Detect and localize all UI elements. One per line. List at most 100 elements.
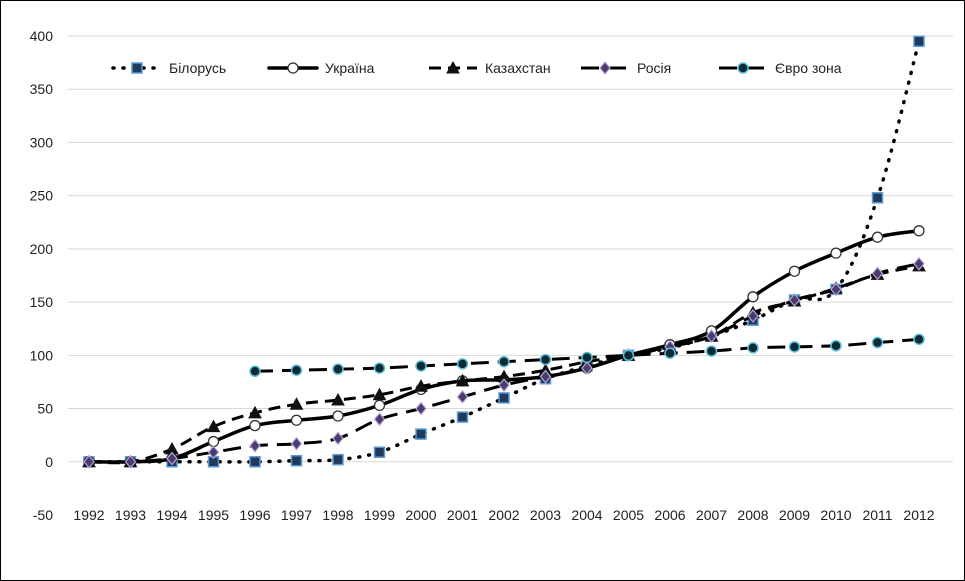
legend-marker (737, 62, 749, 74)
y-axis: 400 350 300 250 200 150 100 50 0 -50 (30, 28, 54, 523)
data-point (290, 414, 303, 426)
data-point (913, 35, 925, 48)
data-point (249, 438, 261, 453)
data-point (207, 445, 220, 460)
data-point (830, 247, 842, 259)
data-point (415, 360, 427, 372)
x-tick-label: 2005 (613, 507, 644, 523)
data-point (747, 342, 759, 354)
data-point (747, 309, 759, 323)
x-tick-label: 2010 (820, 507, 851, 523)
data-point (332, 431, 344, 446)
data-point (539, 369, 552, 384)
data-point (705, 345, 718, 357)
data-point (373, 446, 386, 458)
data-point (705, 329, 718, 344)
data-point (830, 282, 842, 297)
data-point (498, 392, 510, 404)
y-tick-label: 0 (45, 454, 53, 470)
x-tick-label: 1994 (156, 507, 187, 523)
legend: Білорусь Україна Казахстан Росія Євро зона (111, 60, 842, 76)
x-axis: 1992 1993 1994 1995 1996 1997 1998 1999 2000 2001… (73, 507, 934, 523)
x-tick-label: 2003 (530, 507, 561, 523)
data-point (332, 453, 344, 466)
data-point (871, 192, 884, 204)
legend-label: Євро зона (775, 60, 842, 76)
legend-marker (131, 62, 143, 74)
data-point (788, 265, 801, 277)
x-tick-label: 1996 (239, 507, 270, 523)
data-point (290, 436, 303, 451)
legend-label: Україна (325, 60, 375, 76)
y-tick-label: 350 (30, 81, 54, 97)
series-0 (83, 35, 925, 468)
data-point (249, 456, 261, 468)
data-point (289, 397, 304, 410)
x-tick-label: 2006 (654, 507, 685, 523)
data-point (913, 256, 925, 271)
x-tick-label: 1993 (115, 507, 146, 523)
y-tick-label: 300 (30, 134, 54, 150)
data-point (249, 419, 261, 432)
data-point (830, 340, 842, 352)
x-tick-label: 2002 (488, 507, 519, 523)
y-tick-label: 250 (30, 188, 54, 204)
data-point (248, 405, 262, 419)
y-tick-label: 200 (30, 241, 54, 257)
gridlines (68, 35, 953, 463)
data-point (622, 349, 635, 362)
data-point (124, 454, 137, 469)
legend-marker (446, 60, 460, 74)
data-point (913, 333, 925, 346)
data-point (456, 389, 469, 404)
y-tick-label: 400 (30, 28, 54, 44)
data-point (664, 347, 676, 359)
data-point (747, 291, 759, 303)
data-point (331, 392, 345, 406)
data-point (456, 411, 469, 423)
data-point (83, 454, 95, 469)
data-point (414, 379, 428, 392)
data-point (206, 419, 221, 433)
data-point (373, 412, 386, 427)
x-tick-label: 1995 (198, 507, 229, 523)
x-tick-label: 1998 (322, 507, 353, 523)
y-tick-label: -50 (33, 507, 53, 523)
data-point (913, 225, 925, 237)
x-tick-label: 2008 (737, 507, 768, 523)
x-tick-label: 2012 (903, 507, 934, 523)
data-point (498, 378, 510, 393)
data-point (415, 428, 427, 440)
data-point (373, 362, 386, 374)
data-point (415, 401, 427, 416)
data-point (249, 365, 261, 378)
legend-item: Казахстан (429, 60, 551, 76)
series-4 (249, 333, 925, 378)
x-tick-label: 2004 (571, 507, 602, 523)
legend-item: Білорусь (111, 60, 226, 76)
data-point (332, 410, 344, 422)
legend-label: Росія (637, 60, 671, 76)
data-point (332, 363, 344, 375)
x-tick-label: 2001 (447, 507, 478, 523)
data-point (581, 351, 593, 364)
data-point (290, 364, 303, 376)
x-tick-label: 1997 (281, 507, 312, 523)
data-point (207, 435, 220, 448)
data-point (581, 361, 593, 376)
data-point (290, 454, 303, 467)
y-tick-label: 50 (37, 401, 53, 417)
y-tick-label: 100 (30, 347, 54, 363)
data-point (373, 399, 386, 412)
data-point (456, 358, 469, 370)
x-tick-label: 2000 (405, 507, 436, 523)
data-point (539, 353, 552, 366)
legend-marker (287, 62, 299, 74)
data-point (788, 293, 801, 307)
x-tick-label: 2011 (862, 507, 892, 523)
x-tick-label: 1992 (73, 507, 104, 523)
legend-label: Казахстан (485, 60, 551, 76)
data-point (455, 373, 470, 387)
